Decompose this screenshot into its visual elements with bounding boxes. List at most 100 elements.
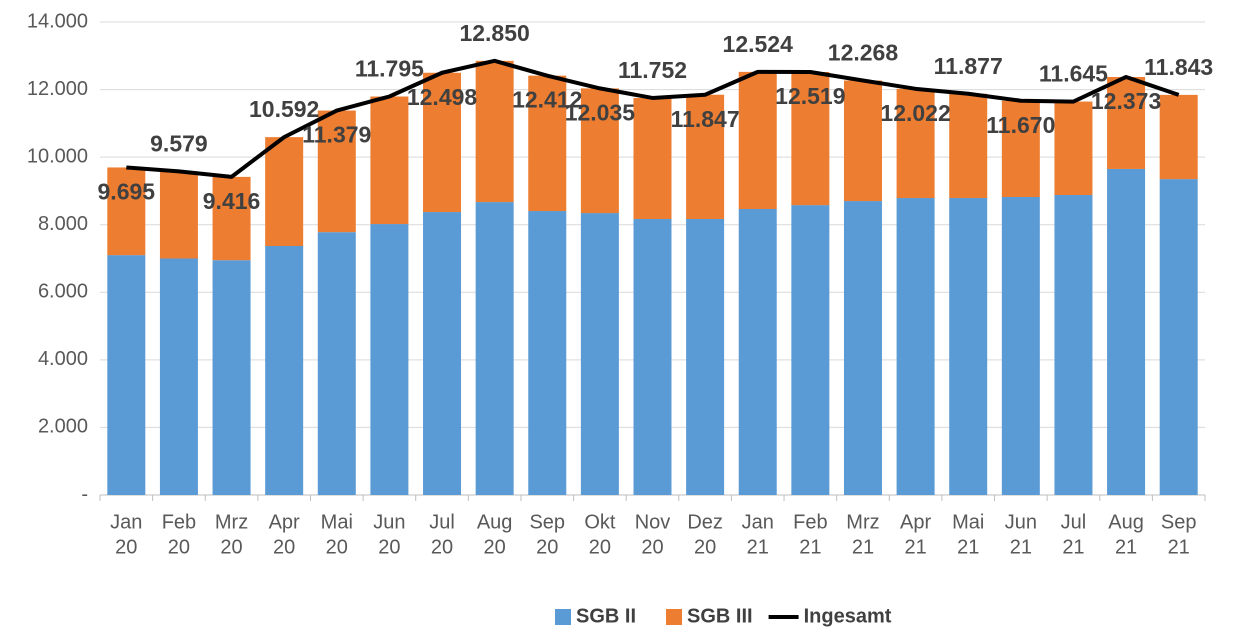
data-label: 11.795 [355,56,424,82]
bar-segment [1001,100,1040,198]
x-tick-label: Apr [900,511,931,533]
x-tick-label: Jan [742,511,774,533]
bar-segment [738,71,777,210]
data-label: 11.752 [618,57,687,83]
bar-segment [949,93,988,199]
bar-segment [1054,194,1093,496]
y-tick-label: - [81,483,88,505]
x-tick-label: 20 [536,536,558,558]
bar-segment [159,171,198,259]
bar-segment [791,205,830,495]
bar-segment [317,110,356,233]
x-tick-label: Jun [373,511,405,533]
bar-segment [896,88,935,199]
legend-swatch [555,609,571,625]
bar-segment [317,232,356,495]
data-label: 12.412 [512,87,582,113]
x-tick-label: Jan [110,511,142,533]
x-tick-label: Sep [1161,511,1197,533]
bar-segment [843,201,882,496]
bar-segment [475,60,514,203]
bar-segment [1107,76,1146,169]
bar-segment [370,96,409,225]
x-tick-label: 20 [589,536,611,558]
bar-segment [212,176,251,261]
x-tick-label: 20 [220,536,242,558]
x-tick-label: Aug [477,511,513,533]
legend-label: Ingesamt [804,605,892,627]
data-label: 12.373 [1091,88,1161,114]
bar-segment [370,224,409,495]
data-label: 11.847 [671,106,740,132]
x-tick-label: Mai [952,511,984,533]
bar-segment [1107,168,1146,496]
x-tick-label: 21 [904,536,926,558]
bar-segment [107,167,146,256]
x-tick-label: Sep [529,511,565,533]
bar-segment [1054,101,1093,195]
data-label: 9.695 [98,179,156,205]
bar-segment [1001,197,1040,495]
bar-segment [423,212,462,495]
data-label: 10.592 [249,96,319,122]
bar-segment [1159,94,1198,180]
x-tick-label: Okt [584,511,616,533]
y-tick-label: 12.000 [27,78,88,100]
data-label: 12.519 [775,83,845,109]
legend-label: SGB III [687,605,753,627]
x-tick-label: 20 [326,536,348,558]
y-tick-label: 6.000 [38,281,88,303]
legend-swatch [666,609,683,625]
x-tick-label: 21 [747,536,769,558]
bar-segment [265,245,304,495]
line-series [126,58,1180,179]
x-tick-label: 20 [694,536,716,558]
bar-segment [686,94,725,219]
x-tick-label: Mrz [215,511,248,533]
x-tick-label: 20 [431,536,453,558]
data-label: 11.645 [1039,61,1108,87]
x-tick-label: Nov [635,511,671,533]
bar-segment [949,198,988,496]
y-tick-label: 4.000 [38,348,88,370]
bar-segment [107,255,146,495]
bar-segment [528,211,567,495]
data-label: 12.850 [459,20,529,46]
x-tick-label: Feb [162,511,196,533]
x-tick-label: 21 [1115,536,1137,558]
x-tick-label: Jul [1061,511,1087,533]
x-tick-label: 20 [168,536,190,558]
x-tick-label: 21 [957,536,979,558]
data-label: 12.268 [828,40,899,66]
bar-segment [1159,179,1198,495]
x-tick-label: Jul [429,511,455,533]
data-label: 9.416 [203,188,261,214]
bar-segment [423,72,462,213]
y-tick-label: 14.000 [27,10,88,32]
x-tick-label: 20 [641,536,663,558]
x-tick-label: 20 [273,536,295,558]
data-label: 11.843 [1144,54,1213,80]
data-label: 12.035 [565,99,636,125]
bar-segment [265,137,304,246]
bar-segment [686,218,725,496]
x-tick-label: Mrz [846,511,879,533]
x-tick-label: Dez [687,511,723,533]
bar-segment [528,75,567,212]
bar-segment [738,209,777,496]
x-tick-label: 21 [1010,536,1032,558]
bar-segment [580,213,619,495]
bar-segment [633,97,672,219]
bar-segment [896,198,935,496]
x-tick-label: 21 [1062,536,1084,558]
data-label: 12.022 [880,100,950,126]
y-tick-label: 10.000 [27,145,88,167]
y-tick-label: 8.000 [38,213,88,235]
data-label: 9.579 [150,130,208,156]
x-tick-label: Jun [1005,511,1037,533]
data-label: 11.379 [302,122,371,148]
bar-segment [475,202,514,495]
x-tick-label: Aug [1108,511,1144,533]
bar-segment [580,88,619,214]
